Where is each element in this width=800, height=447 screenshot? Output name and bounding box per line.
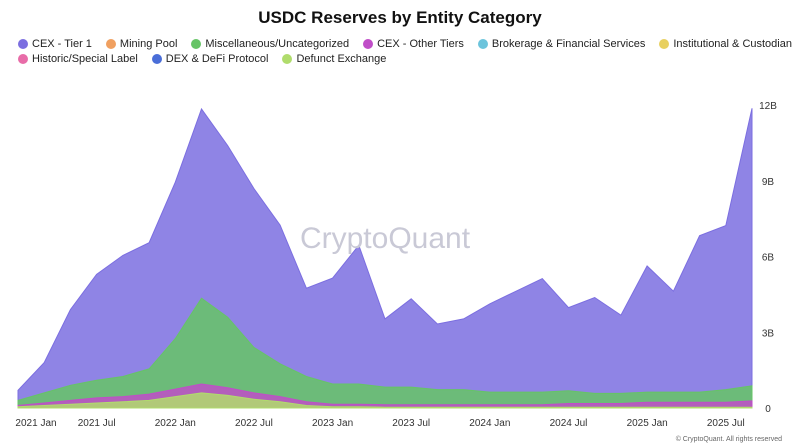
legend-label: CEX - Tier 1	[32, 37, 92, 50]
chart-title: USDC Reserves by Entity Category	[258, 8, 542, 27]
x-tick-label: 2022 Jan	[155, 418, 196, 429]
legend-item[interactable]: Defunct Exchange	[282, 53, 386, 65]
x-tick-label: 2021 Jan	[15, 418, 56, 429]
y-tick-label: 9B	[762, 177, 775, 188]
legend-item[interactable]: Mining Pool	[105, 37, 178, 50]
legend-label: Historic/Special Label	[32, 52, 138, 65]
watermark: CryptoQuant	[300, 222, 471, 255]
legend-item[interactable]: Historic/Special Label	[18, 53, 138, 65]
legend-swatch	[105, 38, 116, 49]
legend-row-2: Historic/Special Label DEX & DeFi Protoco…	[18, 51, 788, 66]
legend: CEX - Tier 1 Mining Pool Miscellaneous/Unc…	[18, 36, 792, 66]
legend-label: Mining Pool	[119, 37, 178, 50]
x-tick-label: 2021 Jul	[78, 418, 116, 429]
legend-swatch	[18, 53, 28, 64]
legend-label: Brokerage & Financial Services	[491, 37, 646, 50]
legend-swatch	[659, 38, 670, 49]
x-tick-label: 2023 Jul	[392, 418, 430, 429]
legend-item[interactable]: Brokerage & Financial Services	[477, 37, 646, 50]
legend-item[interactable]: CEX - Tier 1	[18, 38, 92, 50]
legend-label: Institutional & Custodian	[673, 37, 792, 50]
legend-label: Miscellaneous/Uncategorized	[205, 37, 350, 50]
area-series-miscellaneous-uncategorized	[17, 297, 753, 409]
legend-label: Defunct Exchange	[296, 52, 387, 65]
area-series-defunct-exchange	[17, 392, 753, 409]
legend-swatch	[191, 38, 202, 49]
y-tick-label: 3B	[762, 328, 775, 339]
legend-swatch	[282, 53, 293, 64]
legend-label: CEX - Other Tiers	[377, 37, 464, 50]
x-tick-label: 2025 Jan	[627, 418, 668, 429]
legend-swatch	[477, 38, 488, 49]
x-tick-label: 2024 Jul	[550, 418, 588, 429]
copyright-note: © CryptoQuant. All rights reserved	[675, 436, 782, 443]
x-tick-label: 2023 Jan	[312, 418, 353, 429]
x-tick-label: 2024 Jan	[469, 418, 510, 429]
legend-row-1: CEX - Tier 1 Mining Pool Miscellaneous/Unc…	[18, 36, 792, 51]
y-tick-label: 12B	[759, 101, 777, 112]
legend-swatch	[363, 38, 374, 49]
x-tick-label: 2022 Jul	[235, 418, 273, 429]
legend-swatch	[151, 53, 162, 64]
legend-label: DEX & DeFi Protocol	[165, 52, 269, 65]
y-tick-label: 6B	[762, 253, 775, 264]
x-tick-label: 2025 Jul	[707, 418, 745, 429]
y-tick-label: 0	[765, 404, 771, 415]
legend-item[interactable]: Institutional & Custodian	[659, 38, 792, 50]
legend-item[interactable]: Miscellaneous/Uncategorized	[191, 38, 349, 50]
legend-item[interactable]: DEX & DeFi Protocol	[151, 52, 269, 65]
area-series-cex-tier-1	[17, 107, 753, 409]
legend-item[interactable]: CEX - Other Tiers	[363, 38, 464, 50]
legend-swatch	[18, 38, 28, 49]
